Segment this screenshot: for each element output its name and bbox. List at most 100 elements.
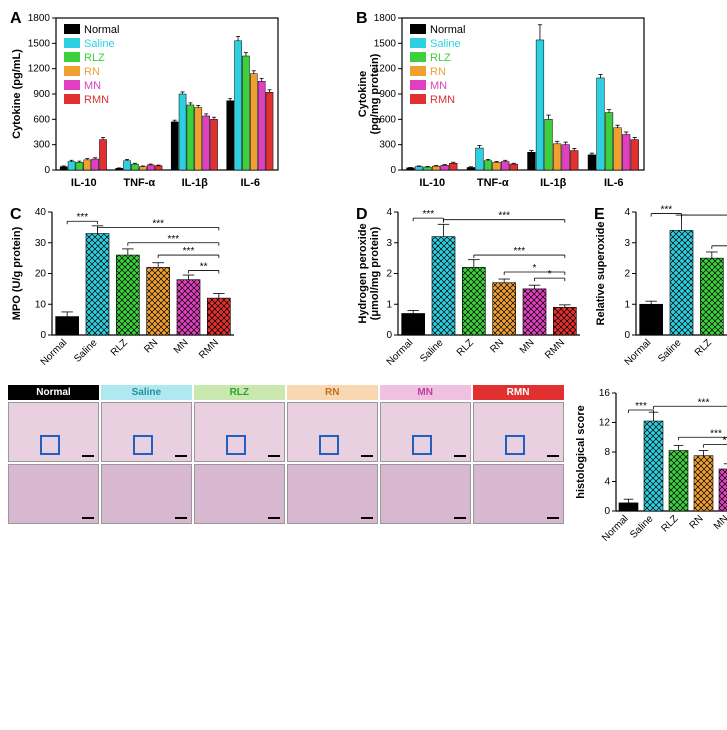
svg-text:2: 2 [624,269,630,280]
svg-text:0: 0 [390,165,396,176]
svg-text:0: 0 [44,165,50,176]
svg-text:RN: RN [84,66,100,78]
svg-text:Normal: Normal [623,337,654,368]
svg-text:Normal: Normal [385,337,416,368]
hist-header-rlz: RLZ [194,385,285,400]
svg-text:0: 0 [624,330,630,341]
svg-text:1800: 1800 [374,13,397,24]
hist-header-saline: Saline [101,385,192,400]
svg-text:Cytokine(pg/mg protein): Cytokine(pg/mg protein) [357,53,381,134]
panel-label-c: C [10,206,22,224]
svg-text:RN: RN [142,337,160,355]
hist-image-overview [287,402,378,462]
svg-text:***: *** [76,212,88,223]
svg-text:Normal: Normal [600,513,631,544]
svg-text:1: 1 [386,299,392,310]
svg-text:0: 0 [604,506,610,517]
svg-text:***: *** [498,211,510,222]
svg-text:RLZ: RLZ [455,337,476,358]
svg-text:1: 1 [624,299,630,310]
svg-text:900: 900 [33,89,50,100]
svg-text:IL-1β: IL-1β [182,177,209,189]
svg-text:Normal: Normal [430,24,465,36]
svg-text:***: *** [635,401,647,412]
svg-text:**: ** [200,261,208,272]
svg-text:16: 16 [598,388,610,399]
svg-text:MN: MN [172,337,191,356]
hist-image-overview [101,402,192,462]
hist-image-overview [380,402,471,462]
svg-text:MN: MN [430,80,447,92]
panel-label-f: F [10,387,20,405]
hist-image-zoom [473,464,564,524]
svg-text:RLZ: RLZ [430,52,451,64]
hist-header-rmn: RMN [473,385,564,400]
svg-text:***: *** [152,218,164,229]
svg-text:300: 300 [379,140,396,151]
svg-text:IL-1β: IL-1β [540,177,567,189]
svg-text:histological score: histological score [575,405,587,499]
svg-text:MN: MN [84,80,101,92]
svg-text:***: *** [183,246,195,257]
svg-text:Saline: Saline [418,337,446,365]
svg-text:***: *** [422,209,434,220]
svg-text:TNF-α: TNF-α [123,177,155,189]
hist-image-zoom [380,464,471,524]
svg-text:Cytokine (pg/mL): Cytokine (pg/mL) [11,49,23,139]
svg-text:2: 2 [386,269,392,280]
svg-text:RLZ: RLZ [693,337,714,358]
svg-text:RN: RN [687,513,705,531]
svg-text:IL-6: IL-6 [604,177,624,189]
svg-text:RMN: RMN [197,337,221,361]
hist-image-overview [473,402,564,462]
svg-text:RN: RN [430,66,446,78]
svg-text:Hydrogen peroxide(μmol/mg prot: Hydrogen peroxide(μmol/mg protein) [357,223,381,323]
svg-text:4: 4 [624,207,630,218]
svg-text:8: 8 [604,447,610,458]
svg-text:0: 0 [386,330,392,341]
svg-text:4: 4 [604,477,610,488]
svg-text:1500: 1500 [374,38,397,49]
svg-text:Relative superoxide: Relative superoxide [595,222,607,326]
svg-text:Saline: Saline [84,38,115,50]
hist-image-overview [8,402,99,462]
svg-text:1200: 1200 [28,64,51,75]
svg-text:MPO (U/g protein): MPO (U/g protein) [11,226,23,320]
svg-text:IL-10: IL-10 [71,177,97,189]
panel-label-e: E [594,206,605,224]
panel-label-a: A [10,10,22,28]
svg-text:600: 600 [33,114,50,125]
svg-text:600: 600 [379,114,396,125]
hist-image-overview [194,402,285,462]
hist-image-zoom [8,464,99,524]
svg-text:3: 3 [624,238,630,249]
svg-text:***: *** [660,205,672,216]
svg-text:12: 12 [598,418,610,429]
svg-text:*: * [533,263,537,274]
svg-text:300: 300 [33,140,50,151]
svg-text:20: 20 [35,269,47,280]
svg-text:4: 4 [386,207,392,218]
svg-text:0: 0 [40,330,46,341]
hist-header-normal: Normal [8,385,99,400]
svg-text:RLZ: RLZ [659,513,680,534]
hist-image-zoom [194,464,285,524]
svg-text:RMN: RMN [84,94,109,106]
svg-text:IL-10: IL-10 [419,177,445,189]
svg-text:***: *** [697,397,709,408]
svg-text:***: *** [167,234,179,245]
svg-text:Normal: Normal [84,24,119,36]
svg-text:Saline: Saline [72,337,100,365]
hist-header-rn: RN [287,385,378,400]
svg-text:1800: 1800 [28,13,51,24]
svg-text:RN: RN [488,337,506,355]
hist-header-mn: MN [380,385,471,400]
svg-text:Saline: Saline [430,38,461,50]
svg-text:1500: 1500 [28,38,51,49]
svg-text:*: * [548,269,552,280]
svg-text:Normal: Normal [39,337,70,368]
svg-text:RMN: RMN [543,337,567,361]
panel-label-b: B [356,10,368,28]
svg-text:***: *** [722,436,727,447]
svg-text:Saline: Saline [656,337,684,365]
